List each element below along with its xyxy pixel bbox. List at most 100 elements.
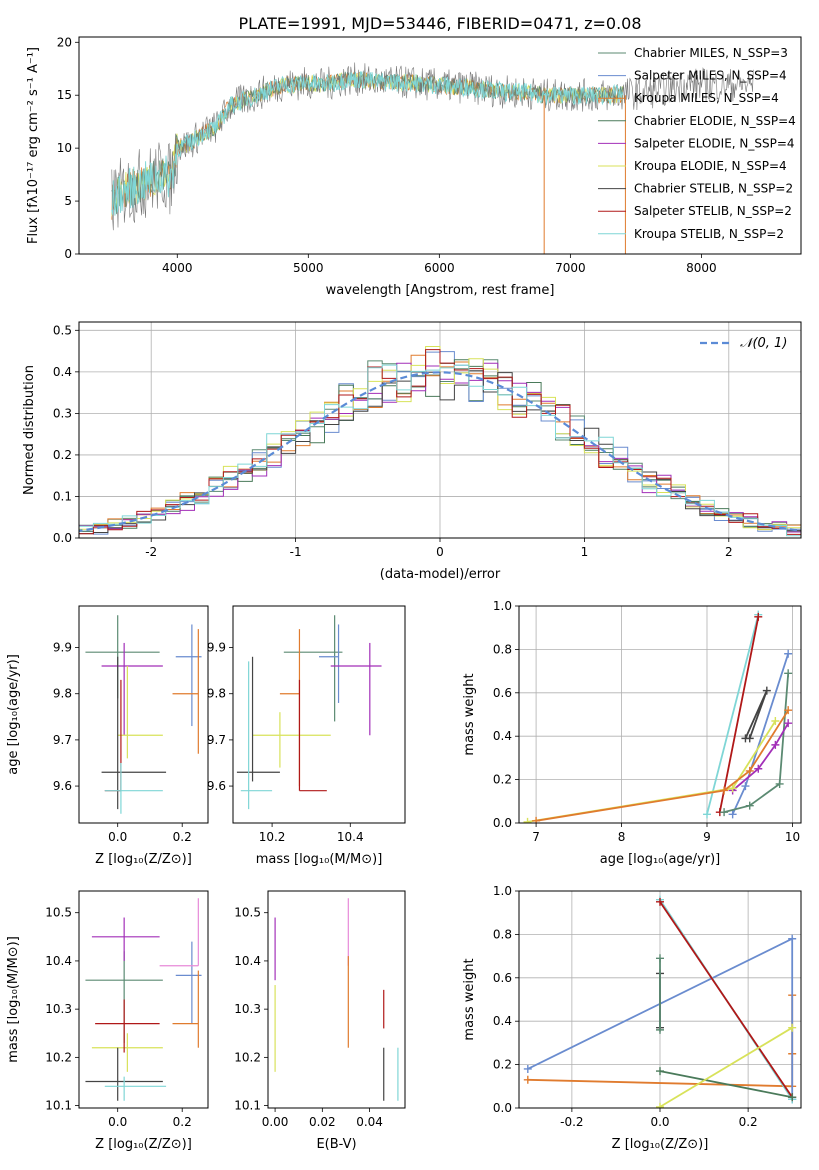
x-tick-label: 0.0 <box>650 1115 669 1129</box>
y-tick-label: 10.3 <box>45 1002 72 1016</box>
x-tick-label: 10 <box>785 830 800 844</box>
y-tick-label: 0.6 <box>493 971 512 985</box>
y-tick-label: 10.4 <box>234 954 261 968</box>
y-axis-label: mass weight <box>462 958 477 1040</box>
x-tick-label: 0.2 <box>739 1115 758 1129</box>
x-tick-label: 4000 <box>162 261 193 275</box>
x-tick-label: 0.04 <box>356 1115 383 1129</box>
y-tick-label: 0.1 <box>53 489 72 503</box>
y-tick-label: 15 <box>57 88 72 102</box>
y-tick-label: 9.8 <box>207 687 226 701</box>
normal-curve <box>79 371 801 532</box>
x-tick-label: 2 <box>725 545 733 559</box>
weight-marker <box>656 1102 664 1108</box>
x-tick-label: 0.0 <box>108 1115 127 1129</box>
x-tick-label: -0.2 <box>560 1115 583 1129</box>
weight-series-line <box>659 901 793 1098</box>
legend-entry: Salpeter STELIB, N_SSP=2 <box>634 204 792 218</box>
weight-marker <box>784 706 793 715</box>
weight-marker <box>656 1067 664 1076</box>
x-tick-label: 0.2 <box>173 830 192 844</box>
legend-entry: Kroupa MILES, N_SSP=4 <box>634 91 779 105</box>
weight-marker <box>523 1075 532 1084</box>
y-tick-label: 10.4 <box>45 954 72 968</box>
mass-vs-Z-plot-area <box>85 898 202 1101</box>
x-axis-label: Z [log₁₀(Z/Z⊙)] <box>95 1137 192 1152</box>
y-tick-label: 0.5 <box>53 323 72 337</box>
axes-frame <box>232 605 406 824</box>
weight-marker <box>703 810 711 819</box>
y-tick-label: 9.6 <box>207 779 226 793</box>
y-axis-label: mass [log₁₀(M/M⊙)] <box>6 936 21 1063</box>
weight-series-line <box>706 614 760 815</box>
y-tick-label: 9.7 <box>53 733 72 747</box>
weight-vs-age-plot-area <box>523 610 793 823</box>
x-tick-label: -1 <box>290 545 302 559</box>
y-tick-label: 9.9 <box>53 641 72 655</box>
legend-entry: Chabrier MILES, N_SSP=3 <box>634 46 788 60</box>
y-tick-label: 0.0 <box>493 816 512 830</box>
weight-marker <box>784 669 793 678</box>
y-tick-label: 10 <box>57 141 72 155</box>
x-axis-label: Z [log₁₀(Z/Z⊙)] <box>612 1137 709 1152</box>
weight-marker <box>762 686 771 695</box>
x-axis-label: Z [log₁₀(Z/Z⊙)] <box>95 852 192 867</box>
legend-entry: Kroupa STELIB, N_SSP=2 <box>634 227 784 241</box>
y-tick-label: 10.2 <box>234 1050 261 1064</box>
weight-marker <box>775 779 784 788</box>
weight-marker <box>656 1025 664 1034</box>
residuals-plot-area <box>79 346 801 538</box>
mass-vs-EBV-plot-area <box>274 898 399 1101</box>
y-tick-label: 0.4 <box>493 1014 512 1028</box>
x-tick-label: 10.2 <box>259 830 286 844</box>
weight-marker <box>523 1064 532 1073</box>
x-tick-label: 1 <box>581 545 589 559</box>
weight-vs-Z-panel: -0.2 0.0 0.2 0.0 0.2 0.4 0.6 0.8 1.0 Z [log₁₀(Z/Z… <box>462 884 802 1152</box>
x-axis-label: E(B-V) <box>316 1137 356 1152</box>
weight-marker <box>784 719 793 728</box>
weight-marker <box>754 612 763 621</box>
legend-entry: 𝒩(0, 1) <box>740 336 787 351</box>
age-vs-Z-panel: 0.0 0.2 9.6 9.7 9.8 9.9 Z [log₁₀(Z/Z⊙)] age [lo… <box>6 605 209 867</box>
y-tick-label: 10.1 <box>234 1099 261 1113</box>
observed-spectrum-line <box>111 62 754 231</box>
y-tick-label: 0.4 <box>53 365 72 379</box>
residuals-panel: -2 -1 0 1 2 0.0 0.1 0.2 0.3 0.4 0.5 (data-model)/er… <box>22 321 802 582</box>
y-tick-label: 0.8 <box>493 642 512 656</box>
y-tick-label: 9.9 <box>207 641 226 655</box>
mass-vs-EBV-panel: 0.00 0.02 0.04 10.1 10.2 10.3 10.4 10.5 E(B-V) <box>234 890 406 1152</box>
weight-vs-Z-plot-area <box>523 895 797 1108</box>
spectrum-panel: 4000 5000 6000 7000 8000 0 5 10 15 20 wavelength [… <box>26 35 802 298</box>
x-tick-label: 6000 <box>424 261 455 275</box>
y-tick-label: 9.7 <box>207 733 226 747</box>
y-tick-label: 0.3 <box>53 406 72 420</box>
y-tick-label: 0.2 <box>53 448 72 462</box>
y-tick-label: 0.4 <box>493 729 512 743</box>
y-tick-label: 0.2 <box>493 773 512 787</box>
axes-frame <box>267 890 406 1109</box>
weight-marker <box>788 1093 797 1102</box>
axes-frame <box>78 605 209 824</box>
x-axis-label: wavelength [Angstrom, rest frame] <box>326 283 555 298</box>
x-tick-label: 10.4 <box>337 830 364 844</box>
weight-series-line <box>723 673 790 813</box>
y-axis-label: Flux [fλ10⁻¹⁷ erg cm⁻² s⁻¹ A⁻¹] <box>26 47 41 244</box>
x-tick-label: 7000 <box>555 261 586 275</box>
weight-series-line <box>659 1070 793 1099</box>
x-axis-label: (data-model)/error <box>380 567 501 582</box>
y-tick-label: 0 <box>64 247 72 261</box>
x-tick-label: 0.02 <box>309 1115 336 1129</box>
y-tick-label: 10.2 <box>45 1050 72 1064</box>
axes-frame <box>78 321 802 539</box>
y-tick-label: 20 <box>57 35 72 49</box>
y-tick-label: 0.0 <box>493 1101 512 1115</box>
weight-marker <box>788 1023 797 1032</box>
y-tick-label: 0.8 <box>493 927 512 941</box>
y-tick-label: 0.2 <box>493 1058 512 1072</box>
legend-entry: Kroupa ELODIE, N_SSP=4 <box>634 159 787 173</box>
y-axis-label: age [log₁₀(age/yr)] <box>6 654 21 775</box>
y-tick-label: 10.5 <box>234 906 261 920</box>
y-tick-label: 0.6 <box>493 686 512 700</box>
y-tick-label: 10.5 <box>45 906 72 920</box>
